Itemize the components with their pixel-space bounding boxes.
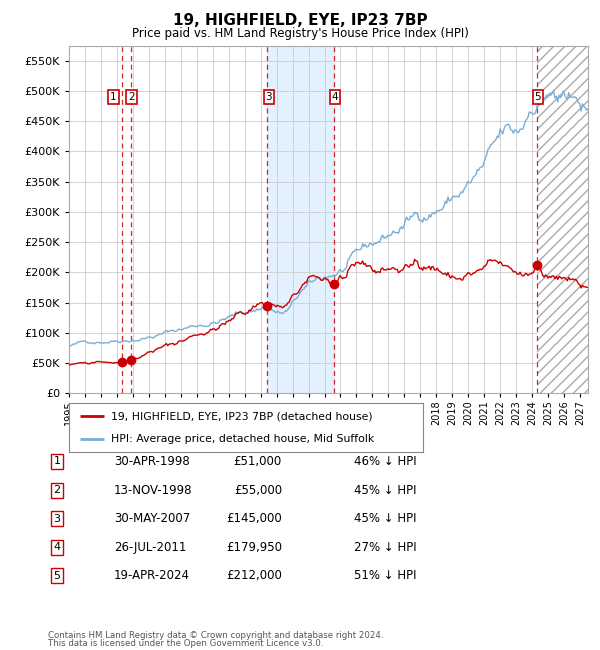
Text: 1: 1 (110, 92, 117, 102)
Text: 30-APR-1998: 30-APR-1998 (114, 455, 190, 468)
Text: 19, HIGHFIELD, EYE, IP23 7BP (detached house): 19, HIGHFIELD, EYE, IP23 7BP (detached h… (112, 411, 373, 421)
Text: £51,000: £51,000 (234, 455, 282, 468)
Text: 3: 3 (265, 92, 272, 102)
Text: 46% ↓ HPI: 46% ↓ HPI (354, 455, 416, 468)
Bar (537, 46, 588, 393)
Text: 19-APR-2024: 19-APR-2024 (114, 569, 190, 582)
Text: Price paid vs. HM Land Registry's House Price Index (HPI): Price paid vs. HM Land Registry's House … (131, 27, 469, 40)
Text: 4: 4 (332, 92, 338, 102)
Text: 30-MAY-2007: 30-MAY-2007 (114, 512, 190, 525)
Text: 2: 2 (53, 485, 61, 495)
Text: £212,000: £212,000 (226, 569, 282, 582)
Text: 3: 3 (53, 514, 61, 524)
Bar (267, 46, 334, 393)
Text: 51% ↓ HPI: 51% ↓ HPI (354, 569, 416, 582)
Text: 2: 2 (128, 92, 135, 102)
Text: 1: 1 (53, 456, 61, 467)
Text: 26-JUL-2011: 26-JUL-2011 (114, 541, 187, 554)
Text: 5: 5 (53, 571, 61, 581)
Text: 45% ↓ HPI: 45% ↓ HPI (354, 512, 416, 525)
Text: 4: 4 (53, 542, 61, 552)
Text: £55,000: £55,000 (234, 484, 282, 497)
Text: 13-NOV-1998: 13-NOV-1998 (114, 484, 193, 497)
Text: 27% ↓ HPI: 27% ↓ HPI (354, 541, 416, 554)
Text: HPI: Average price, detached house, Mid Suffolk: HPI: Average price, detached house, Mid … (112, 434, 375, 443)
Text: 45% ↓ HPI: 45% ↓ HPI (354, 484, 416, 497)
Text: This data is licensed under the Open Government Licence v3.0.: This data is licensed under the Open Gov… (48, 639, 323, 648)
Text: 19, HIGHFIELD, EYE, IP23 7BP: 19, HIGHFIELD, EYE, IP23 7BP (173, 13, 427, 28)
Text: Contains HM Land Registry data © Crown copyright and database right 2024.: Contains HM Land Registry data © Crown c… (48, 630, 383, 640)
Text: £179,950: £179,950 (226, 541, 282, 554)
Text: 5: 5 (535, 92, 541, 102)
Text: £145,000: £145,000 (226, 512, 282, 525)
